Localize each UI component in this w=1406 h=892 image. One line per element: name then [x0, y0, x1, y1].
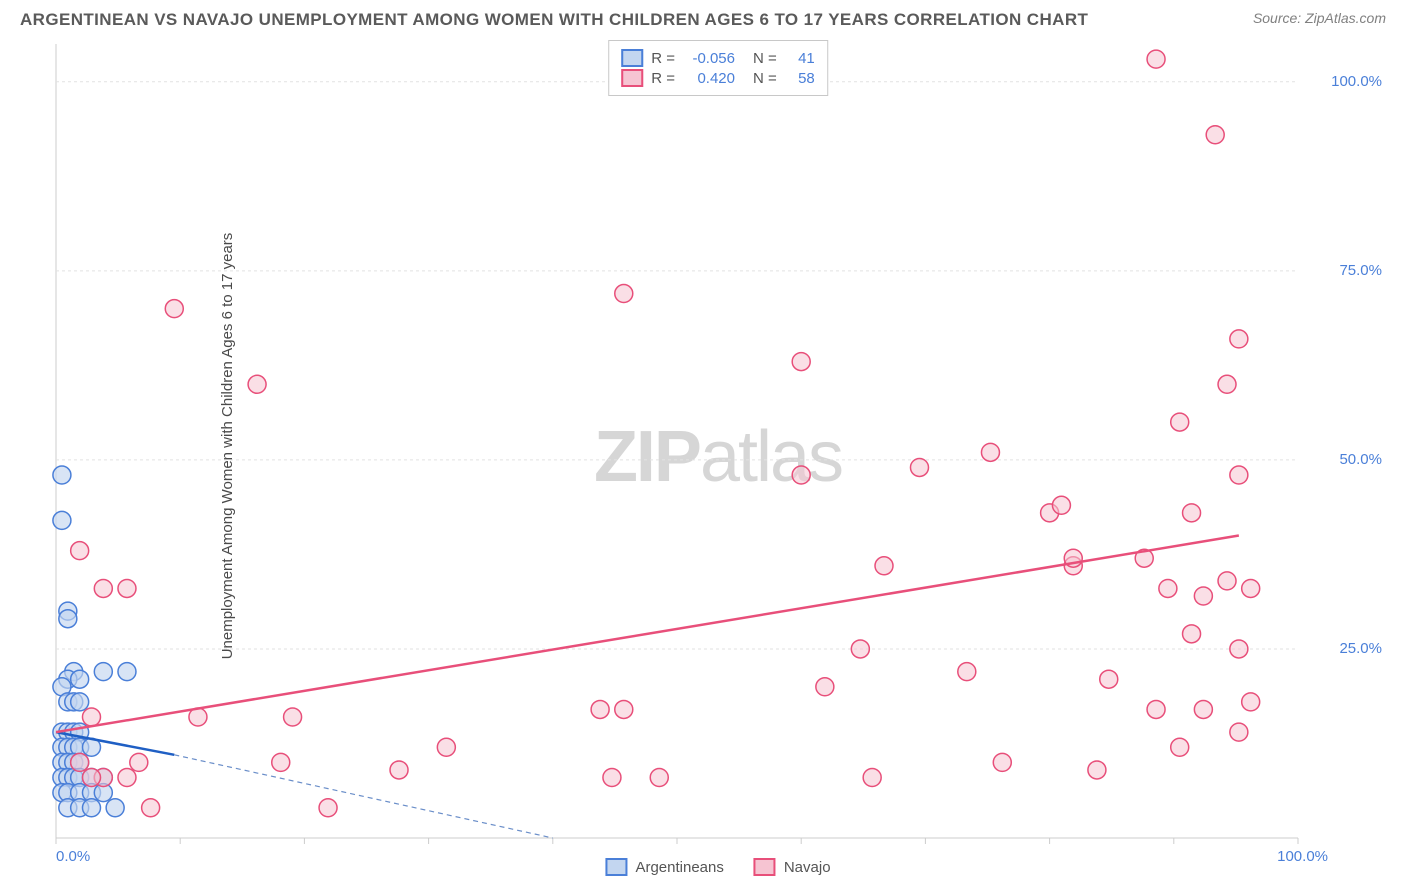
n-label: N =: [753, 50, 777, 67]
r-label: R =: [651, 50, 675, 67]
x-tick-label: 0.0%: [56, 848, 90, 865]
y-tick-label: 25.0%: [1339, 640, 1382, 657]
r-label: R =: [651, 70, 675, 87]
legend-swatch: [621, 49, 643, 67]
legend-series: Argentineans Navajo: [605, 858, 830, 876]
header: ARGENTINEAN VS NAVAJO UNEMPLOYMENT AMONG…: [0, 0, 1406, 34]
source-attribution: Source: ZipAtlas.com: [1253, 10, 1386, 26]
legend-swatch: [605, 858, 627, 876]
legend-series-item: Navajo: [754, 858, 831, 876]
legend-series-label: Navajo: [784, 859, 831, 876]
x-tick-label: 100.0%: [1277, 848, 1328, 865]
n-label: N =: [753, 70, 777, 87]
legend-stats-row: R = 0.420 N = 58: [621, 69, 815, 87]
y-tick-label: 100.0%: [1331, 73, 1382, 90]
r-value: -0.056: [683, 50, 735, 67]
legend-series-item: Argentineans: [605, 858, 723, 876]
legend-stats: R = -0.056 N = 41 R = 0.420 N = 58: [608, 40, 828, 96]
n-value: 58: [785, 70, 815, 87]
legend-swatch: [621, 69, 643, 87]
r-value: 0.420: [683, 70, 735, 87]
chart-area: ZIPatlas R = -0.056 N = 41 R = 0.420 N =…: [48, 40, 1388, 874]
chart-title: ARGENTINEAN VS NAVAJO UNEMPLOYMENT AMONG…: [20, 10, 1088, 30]
y-tick-label: 50.0%: [1339, 451, 1382, 468]
n-value: 41: [785, 50, 815, 67]
legend-stats-row: R = -0.056 N = 41: [621, 49, 815, 67]
scatter-chart: [48, 40, 1388, 874]
legend-swatch: [754, 858, 776, 876]
y-tick-label: 75.0%: [1339, 262, 1382, 279]
legend-series-label: Argentineans: [635, 859, 723, 876]
